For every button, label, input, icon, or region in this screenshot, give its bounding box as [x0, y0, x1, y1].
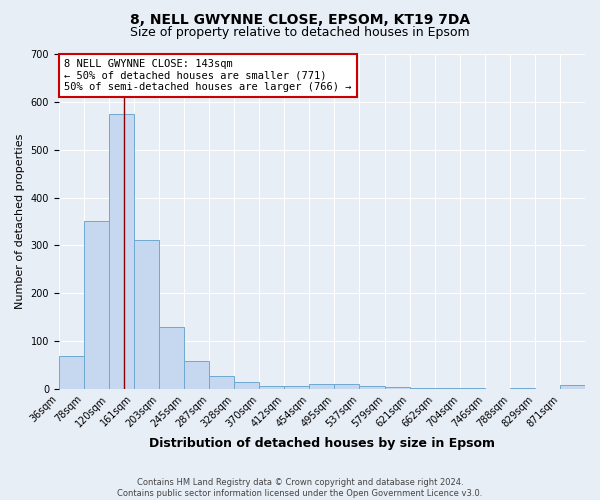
Bar [84, 222, 109, 389]
Text: Size of property relative to detached houses in Epsom: Size of property relative to detached ho… [130, 26, 470, 39]
Bar [284, 386, 310, 389]
Text: 8 NELL GWYNNE CLOSE: 143sqm
← 50% of detached houses are smaller (771)
50% of se: 8 NELL GWYNNE CLOSE: 143sqm ← 50% of det… [64, 59, 352, 92]
Text: Contains HM Land Registry data © Crown copyright and database right 2024.
Contai: Contains HM Land Registry data © Crown c… [118, 478, 482, 498]
Bar [334, 384, 359, 389]
X-axis label: Distribution of detached houses by size in Epsom: Distribution of detached houses by size … [149, 437, 495, 450]
Bar [310, 384, 334, 389]
Bar [385, 386, 410, 389]
Y-axis label: Number of detached properties: Number of detached properties [15, 134, 25, 309]
Bar [359, 386, 385, 389]
Bar [209, 376, 234, 389]
Bar [560, 385, 585, 389]
Bar [59, 356, 84, 389]
Bar [410, 388, 434, 389]
Bar [259, 386, 284, 389]
Bar [234, 382, 259, 389]
Bar [109, 114, 134, 389]
Bar [134, 240, 159, 389]
Text: 8, NELL GWYNNE CLOSE, EPSOM, KT19 7DA: 8, NELL GWYNNE CLOSE, EPSOM, KT19 7DA [130, 12, 470, 26]
Bar [159, 326, 184, 389]
Bar [184, 361, 209, 389]
